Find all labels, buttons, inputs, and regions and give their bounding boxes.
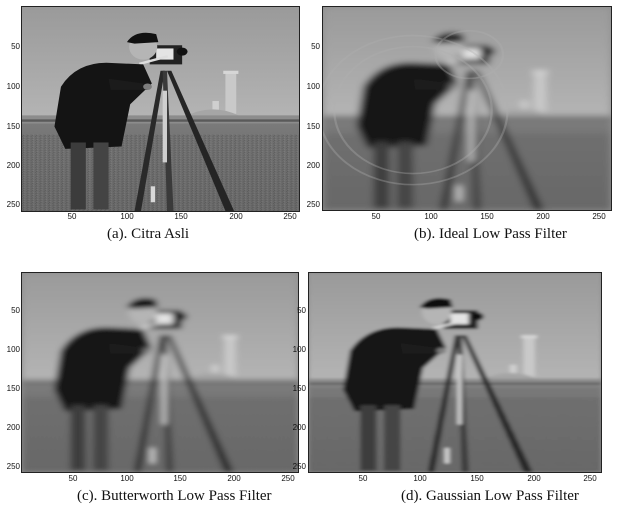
cameraman-ideal-lowpass-image bbox=[323, 7, 611, 210]
x-tick: 50 bbox=[68, 474, 78, 483]
y-tick: 150 bbox=[306, 122, 320, 131]
image-b bbox=[322, 6, 612, 211]
caption-a: (a). Citra Asli bbox=[107, 226, 190, 242]
x-tick: 250 bbox=[281, 474, 295, 483]
y-tick: 100 bbox=[292, 345, 306, 354]
y-tick: 200 bbox=[6, 423, 20, 432]
x-tick: 250 bbox=[583, 474, 597, 483]
cameraman-butterworth-lowpass-image bbox=[22, 273, 298, 472]
caption-b: (b). Ideal Low Pass Filter bbox=[414, 226, 567, 242]
x-tick: 50 bbox=[371, 212, 381, 221]
caption-c: (c). Butterworth Low Pass Filter bbox=[77, 488, 272, 504]
y-tick: 100 bbox=[6, 82, 20, 91]
y-tick: 200 bbox=[306, 161, 320, 170]
x-tick: 150 bbox=[470, 474, 484, 483]
y-tick: 250 bbox=[6, 462, 20, 471]
y-tick: 150 bbox=[6, 122, 20, 131]
y-tick: 50 bbox=[297, 306, 306, 315]
image-a bbox=[21, 6, 300, 212]
image-c bbox=[21, 272, 299, 473]
y-tick: 250 bbox=[292, 462, 306, 471]
x-tick: 250 bbox=[283, 212, 297, 221]
y-tick: 100 bbox=[6, 345, 20, 354]
y-tick: 150 bbox=[6, 384, 20, 393]
x-tick: 50 bbox=[358, 474, 368, 483]
x-tick: 250 bbox=[592, 212, 606, 221]
y-tick: 200 bbox=[6, 161, 20, 170]
y-tick: 100 bbox=[306, 82, 320, 91]
x-tick: 150 bbox=[173, 474, 187, 483]
y-tick: 250 bbox=[306, 200, 320, 209]
y-tick: 200 bbox=[292, 423, 306, 432]
x-tick: 100 bbox=[120, 474, 134, 483]
x-tick: 100 bbox=[413, 474, 427, 483]
x-tick: 200 bbox=[527, 474, 541, 483]
x-tick: 100 bbox=[424, 212, 438, 221]
cameraman-original-image bbox=[22, 7, 299, 211]
x-tick: 200 bbox=[229, 212, 243, 221]
x-tick: 150 bbox=[174, 212, 188, 221]
y-tick: 150 bbox=[292, 384, 306, 393]
x-tick: 50 bbox=[67, 212, 77, 221]
x-tick: 200 bbox=[536, 212, 550, 221]
y-tick: 50 bbox=[311, 42, 320, 51]
x-tick: 150 bbox=[480, 212, 494, 221]
y-tick: 50 bbox=[11, 306, 20, 315]
x-tick: 200 bbox=[227, 474, 241, 483]
y-tick: 50 bbox=[11, 42, 20, 51]
x-tick: 100 bbox=[120, 212, 134, 221]
y-tick: 250 bbox=[6, 200, 20, 209]
caption-d: (d). Gaussian Low Pass Filter bbox=[401, 488, 579, 504]
cameraman-gaussian-lowpass-image bbox=[309, 273, 601, 472]
image-d bbox=[308, 272, 602, 473]
